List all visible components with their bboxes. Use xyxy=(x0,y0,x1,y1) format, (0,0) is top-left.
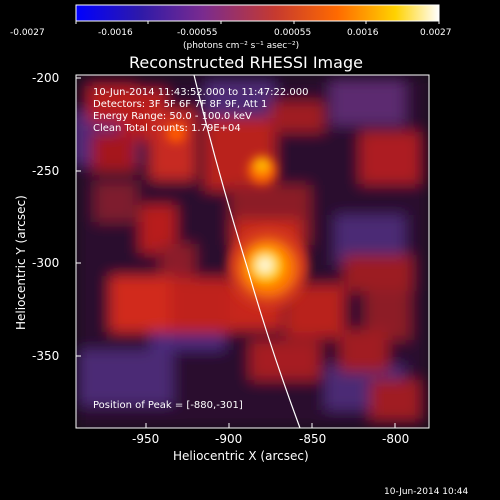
solar-limb-line xyxy=(193,74,301,429)
y-tick-label-1: -200 xyxy=(32,71,59,85)
heatmap-layer xyxy=(76,75,429,428)
x-tick-label-4: -800 xyxy=(382,432,409,446)
colorbar: -0.0027 -0.0016 -0.00055 0.00055 0.0016 … xyxy=(10,4,452,51)
x-tick-label-2: -900 xyxy=(215,432,242,446)
y-tick-label-2: -250 xyxy=(32,164,59,178)
colorbar-tick-label-6: 0.0027 xyxy=(420,28,452,38)
colorbar-tick-label-2: -0.0016 xyxy=(98,28,133,38)
y-tick-label-3: -300 xyxy=(32,256,59,270)
annotation-energy-range: Energy Range: 50.0 - 100.0 keV xyxy=(93,111,252,122)
x-axis-label: Heliocentric X (arcsec) xyxy=(173,449,309,463)
footer-timestamp: 10-Jun-2014 10:44 xyxy=(384,487,468,497)
annotation-time-range: 10-Jun-2014 11:43:52.000 to 11:47:22.000 xyxy=(93,87,309,98)
colorbar-tick-label-4: 0.00055 xyxy=(274,28,311,38)
x-tick-label-1: -950 xyxy=(132,432,159,446)
annotation-detectors: Detectors: 3F 5F 6F 7F 8F 9F, Att 1 xyxy=(93,99,267,110)
colorbar-tick-label-5: 0.0016 xyxy=(347,28,379,38)
y-axis-ticks xyxy=(76,77,81,357)
plot-title: Reconstructed RHESSI Image xyxy=(129,53,363,72)
colorbar-gradient xyxy=(76,5,439,21)
colorbar-tick-label-1: -0.0027 xyxy=(10,28,45,38)
annotation-peak-position: Position of Peak = [-880,-301] xyxy=(93,400,243,411)
plot-frame xyxy=(75,74,430,429)
colorbar-frame xyxy=(75,4,440,22)
colorbar-tick-marks xyxy=(75,21,440,24)
annotation-method-counts: Clean Total counts: 1.79E+04 xyxy=(93,123,241,134)
y-tick-label-4: -350 xyxy=(32,349,59,363)
x-tick-label-3: -850 xyxy=(299,432,326,446)
image-annotations: 10-Jun-2014 11:43:52.000 to 11:47:22.000… xyxy=(93,87,309,411)
colorbar-unit-label: (photons cm⁻² s⁻¹ asec⁻²) xyxy=(183,41,299,51)
colorbar-tick-label-3: -0.00055 xyxy=(177,28,217,38)
x-axis-ticks xyxy=(145,423,396,428)
image-panel: -950 -900 -850 -800 -200 -250 -300 -350 … xyxy=(14,71,430,463)
y-axis-label: Heliocentric Y (arcsec) xyxy=(14,195,28,330)
